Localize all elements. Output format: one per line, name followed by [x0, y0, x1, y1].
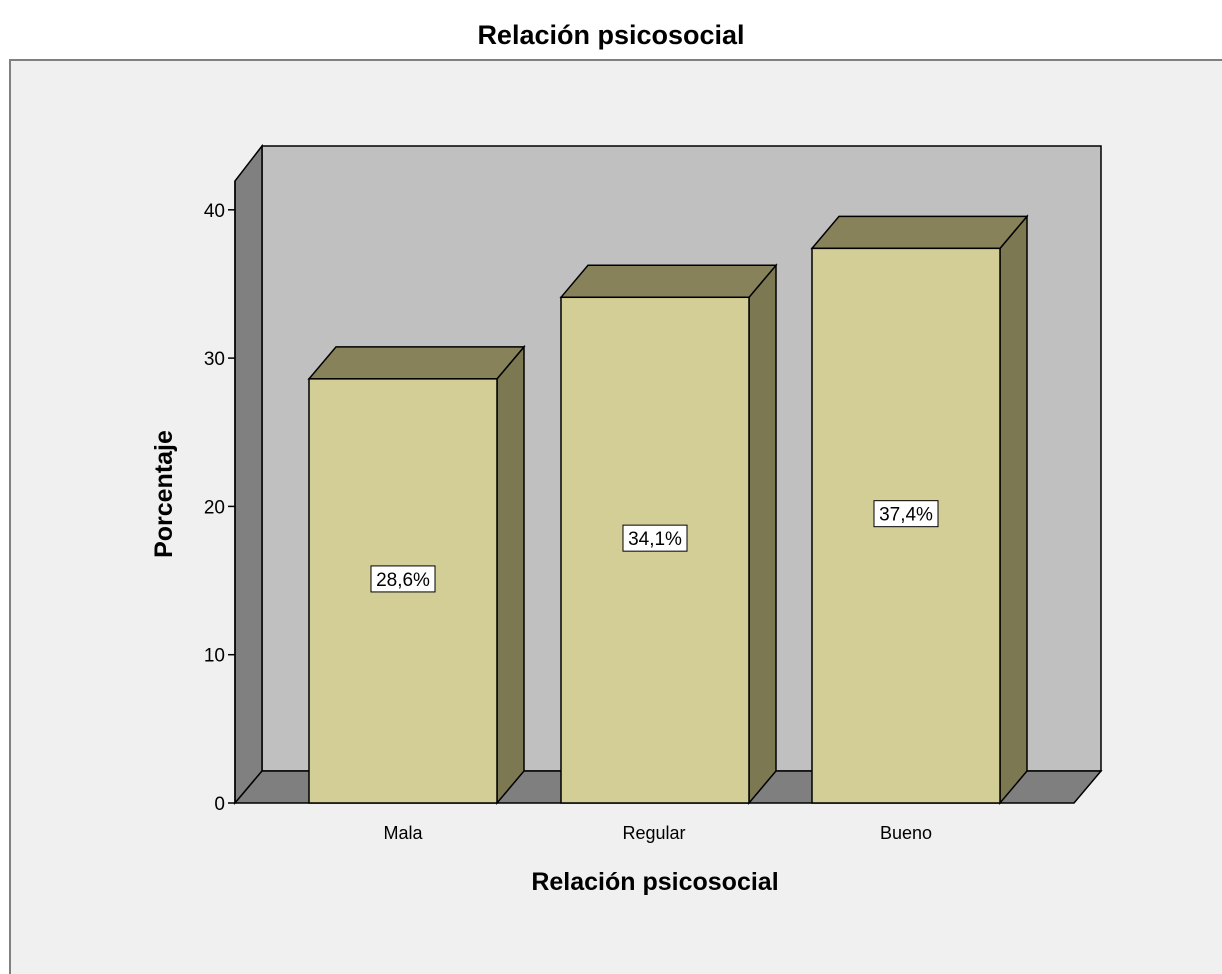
axes-group: Mala Regular Bueno 0 10 20 30 40 — [204, 181, 932, 843]
y-tick-label: 30 — [204, 349, 225, 370]
data-label: 28,6% — [376, 570, 430, 591]
bars-group: 28,6% 34,1% 37,4% — [307, 214, 1029, 806]
bar-top — [810, 215, 1029, 250]
data-label-box — [622, 524, 688, 552]
side-wall — [234, 143, 263, 806]
x-tick-label: Bueno — [880, 823, 932, 843]
bar-top — [307, 346, 526, 380]
y-tick-label: 0 — [214, 794, 225, 815]
bar-side — [496, 344, 525, 806]
x-tick-label: Regular — [622, 823, 685, 843]
x-axis-label: Relación psicosocial — [531, 868, 778, 896]
bar-side — [748, 263, 777, 806]
x-tick-label: Mala — [383, 823, 423, 843]
y-tick-label: 10 — [204, 646, 225, 667]
chart-title: Relación psicosocial — [477, 20, 745, 50]
y-axis-label: Porcentaje — [150, 430, 178, 558]
bar-top — [559, 264, 778, 299]
bar-bueno — [810, 214, 1029, 806]
y-tick-label: 40 — [204, 201, 225, 222]
data-label: 34,1% — [628, 529, 682, 550]
data-label-box — [873, 500, 939, 528]
bar-side — [999, 214, 1028, 806]
y-tick-label: 20 — [204, 497, 225, 518]
data-label-box — [370, 565, 436, 593]
data-label: 37,4% — [879, 505, 933, 526]
